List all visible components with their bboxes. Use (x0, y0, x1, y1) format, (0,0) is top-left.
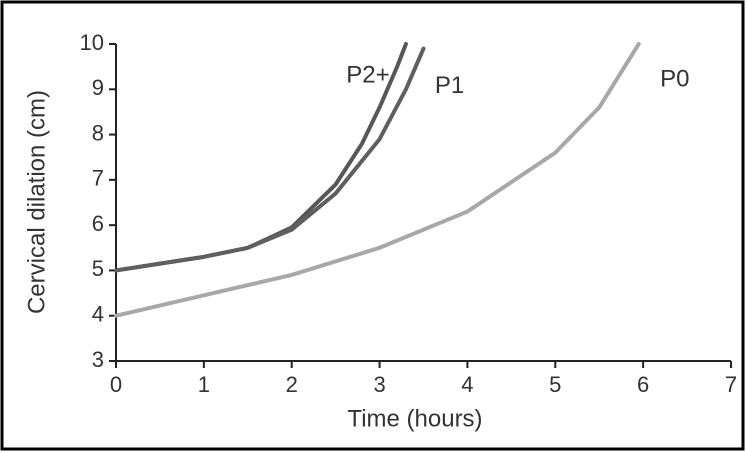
y-tick-label: 4 (92, 302, 104, 327)
y-tick-label: 8 (92, 120, 104, 145)
x-tick-label: 2 (286, 372, 298, 397)
series-label: P0 (660, 65, 689, 92)
x-axis-label: Time (hours) (347, 405, 482, 432)
x-tick-label: 1 (198, 372, 210, 397)
series-label: P2+ (346, 61, 389, 88)
y-tick-label: 5 (92, 256, 104, 281)
x-tick-label: 0 (110, 372, 122, 397)
y-tick-label: 10 (80, 30, 104, 55)
y-axis-label: Cervical dilation (cm) (23, 90, 50, 314)
y-tick-label: 3 (92, 347, 104, 372)
series-line (114, 46, 426, 273)
x-tick-label: 7 (725, 372, 737, 397)
x-tick-label: 3 (373, 372, 385, 397)
y-tick-label: 7 (92, 166, 104, 191)
series-line (114, 42, 641, 318)
x-tick-label: 4 (461, 372, 473, 397)
series-label: P1 (435, 72, 464, 99)
y-tick-label: 6 (92, 211, 104, 236)
x-tick-label: 5 (549, 372, 561, 397)
y-tick-label: 9 (92, 75, 104, 100)
x-tick-label: 6 (637, 372, 649, 397)
